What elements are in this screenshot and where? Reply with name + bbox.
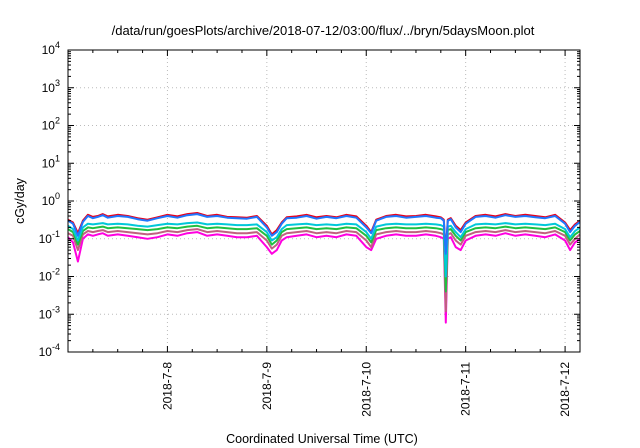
x-tick-label: 2018-7-10 [359, 362, 373, 417]
y-tick-label: 100 [42, 191, 60, 208]
grid [68, 50, 580, 352]
series-line-1 [67, 213, 581, 255]
y-axis-label: cGy/day [13, 177, 27, 224]
y-tick-label: 104 [42, 40, 60, 57]
x-tick-label: 2018-7-12 [558, 362, 572, 417]
y-tick-label: 101 [42, 153, 60, 170]
y-tick-label: 10-3 [39, 304, 60, 321]
series-group [67, 212, 581, 324]
series-line-3 [67, 221, 581, 278]
y-tick-label: 10-2 [39, 267, 60, 284]
series-line-6 [67, 231, 581, 324]
y-axis: 10-4 10-3 10-2 10-1 100 101 102 103 104 [39, 40, 580, 359]
y-tick-label: 102 [42, 116, 60, 133]
y-tick-label: 103 [42, 78, 60, 95]
y-tick-label: 10-4 [39, 342, 60, 359]
x-tick-label: 2018-7-11 [459, 362, 473, 416]
y-tick-label: 10-1 [39, 229, 60, 246]
series-line-4 [67, 224, 581, 293]
chart-title: /data/run/goesPlots/archive/2018-07-12/0… [112, 23, 535, 38]
series-line-5 [67, 228, 581, 313]
x-axis-label: Coordinated Universal Time (UTC) [226, 432, 418, 446]
x-tick-label: 2018-7-8 [160, 362, 174, 410]
x-tick-label: 2018-7-9 [260, 362, 274, 410]
x-axis: 2018-7-8 2018-7-9 2018-7-10 2018-7-11 2018-7… [92, 50, 572, 417]
